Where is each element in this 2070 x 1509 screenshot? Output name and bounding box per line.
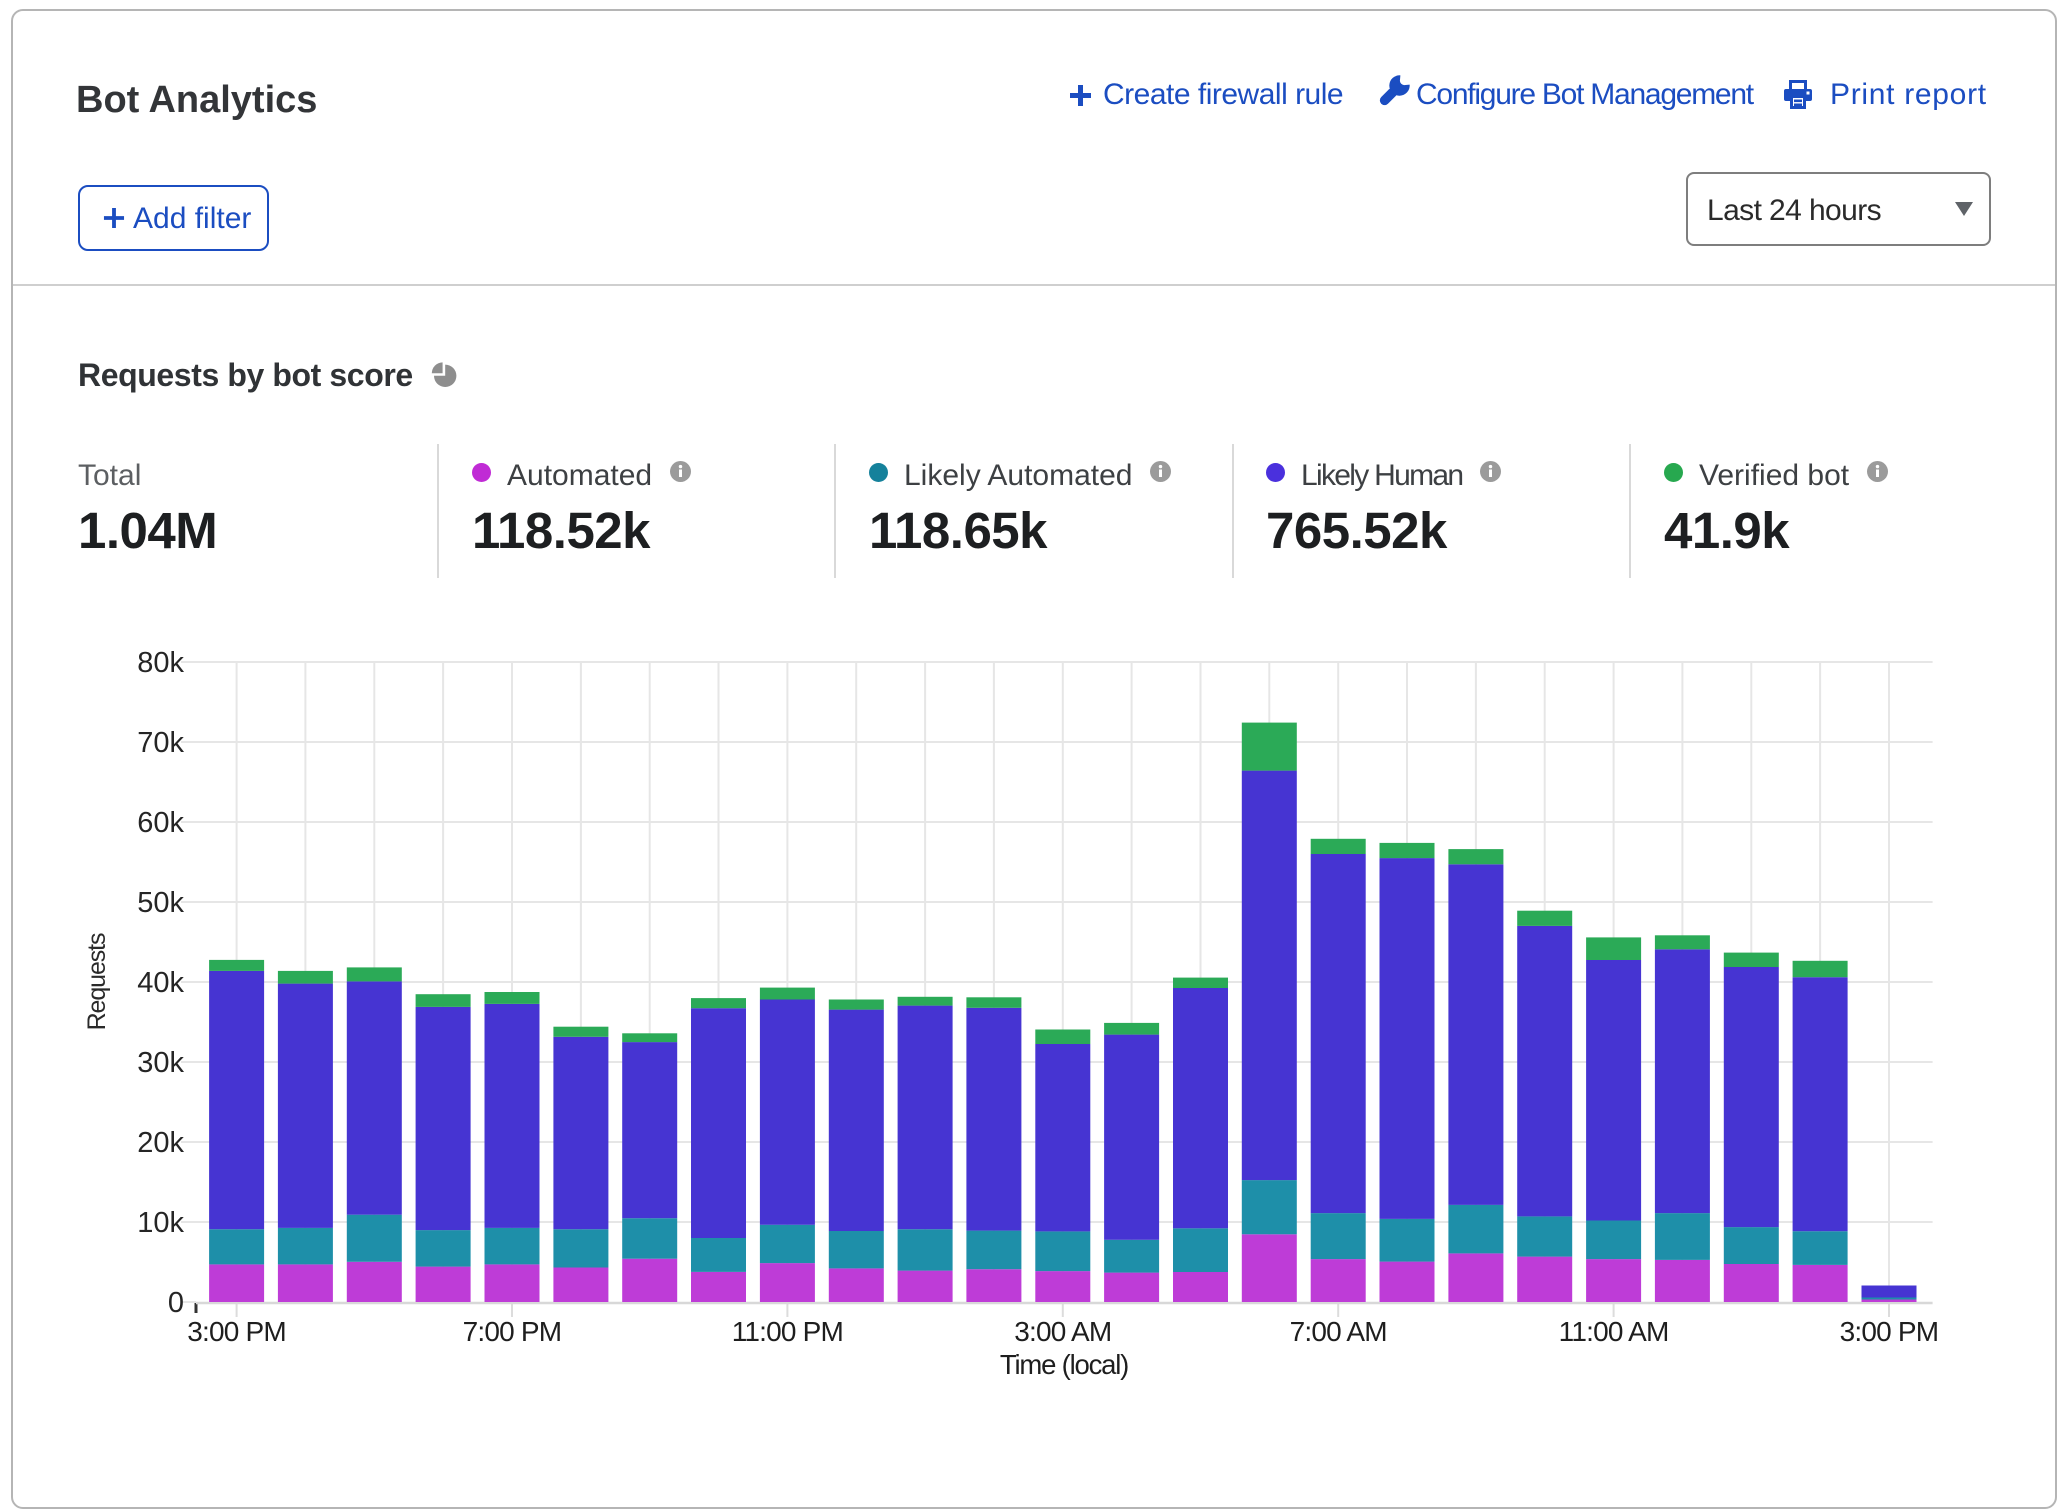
svg-text:30k: 30k (137, 1047, 184, 1079)
svg-text:11:00 AM: 11:00 AM (1559, 1316, 1669, 1347)
svg-text:70k: 70k (137, 727, 184, 759)
svg-text:50k: 50k (137, 887, 184, 919)
svg-text:40k: 40k (137, 967, 184, 999)
svg-text:20k: 20k (137, 1127, 184, 1159)
svg-text:0: 0 (168, 1287, 184, 1319)
svg-text:11:00 PM: 11:00 PM (732, 1316, 843, 1347)
svg-text:Requests: Requests (83, 933, 111, 1030)
svg-text:7:00 PM: 7:00 PM (463, 1316, 562, 1347)
svg-text:7:00 AM: 7:00 AM (1290, 1316, 1387, 1347)
svg-text:60k: 60k (137, 807, 184, 839)
svg-text:3:00 PM: 3:00 PM (187, 1316, 286, 1347)
svg-text:10k: 10k (137, 1207, 184, 1239)
svg-text:80k: 80k (137, 647, 184, 679)
svg-text:3:00 AM: 3:00 AM (1014, 1316, 1111, 1347)
svg-text:3:00 PM: 3:00 PM (1840, 1316, 1939, 1347)
svg-text:Time (local): Time (local) (1000, 1349, 1128, 1380)
